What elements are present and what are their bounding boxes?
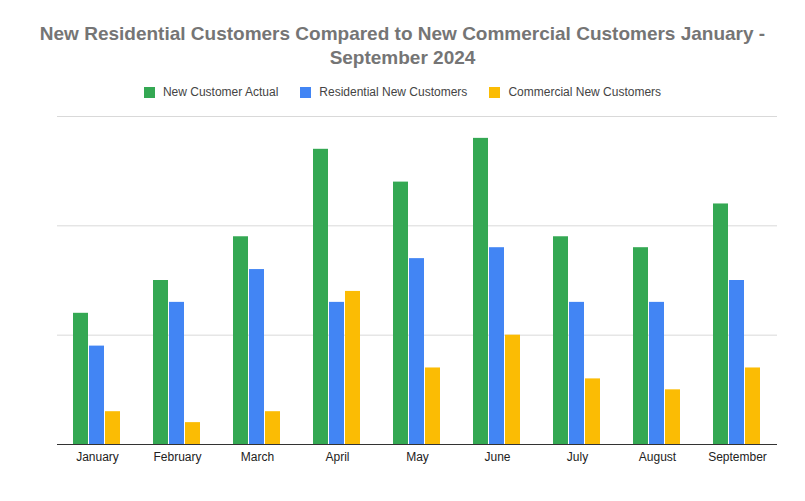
svg-text:August: August xyxy=(639,450,677,464)
html-text:New Customer Actual: New Customer Actual xyxy=(162,85,279,99)
html-text:Residential New Customers: Residential New Customers xyxy=(319,85,468,99)
html-text:New Residential Customers Comp: New Residential Customers Compared to Ne… xyxy=(39,23,766,68)
svg-text:January: January xyxy=(76,450,119,464)
svg-text:March: March xyxy=(241,450,274,464)
svg-text:July: July xyxy=(567,450,588,464)
html-text:Commercial New Customers: Commercial New Customers xyxy=(508,85,662,99)
svg-text:April: April xyxy=(325,450,349,464)
svg-text:February: February xyxy=(153,450,201,464)
svg-text:June: June xyxy=(484,450,510,464)
svg-text:September: September xyxy=(708,450,767,464)
svg-text:May: May xyxy=(406,450,429,464)
